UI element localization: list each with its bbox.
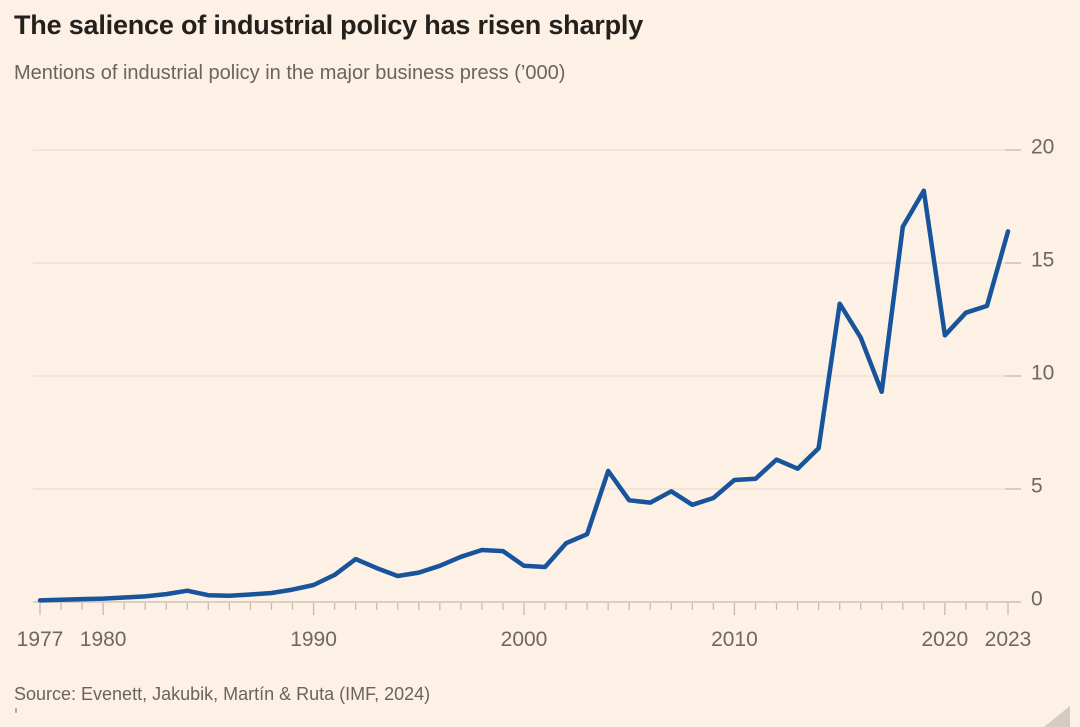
y-tick-label: 10 [1031, 362, 1054, 385]
x-tick-label: 1980 [80, 628, 127, 651]
resize-handle-icon [1044, 706, 1070, 727]
x-tick-label: 2000 [501, 628, 548, 651]
x-tick-label: 2023 [985, 628, 1032, 651]
x-tick-label: 1977 [17, 628, 64, 651]
y-tick-label: 20 [1031, 136, 1054, 159]
data-line [37, 188, 1011, 603]
x-tick-label: 2010 [711, 628, 758, 651]
chart-subtitle: Mentions of industrial policy in the maj… [14, 62, 566, 84]
y-tick-label: 5 [1031, 475, 1043, 498]
y-tick-label: 15 [1031, 249, 1054, 272]
x-tick-label: 2020 [922, 628, 969, 651]
x-tick-label: 1990 [290, 628, 337, 651]
y-tick-label: 0 [1031, 588, 1043, 611]
chart-title: The salience of industrial policy has ri… [14, 10, 644, 40]
source-note: Source: Evenett, Jakubik, Martín & Ruta … [14, 684, 431, 704]
stray-mark [15, 708, 17, 713]
